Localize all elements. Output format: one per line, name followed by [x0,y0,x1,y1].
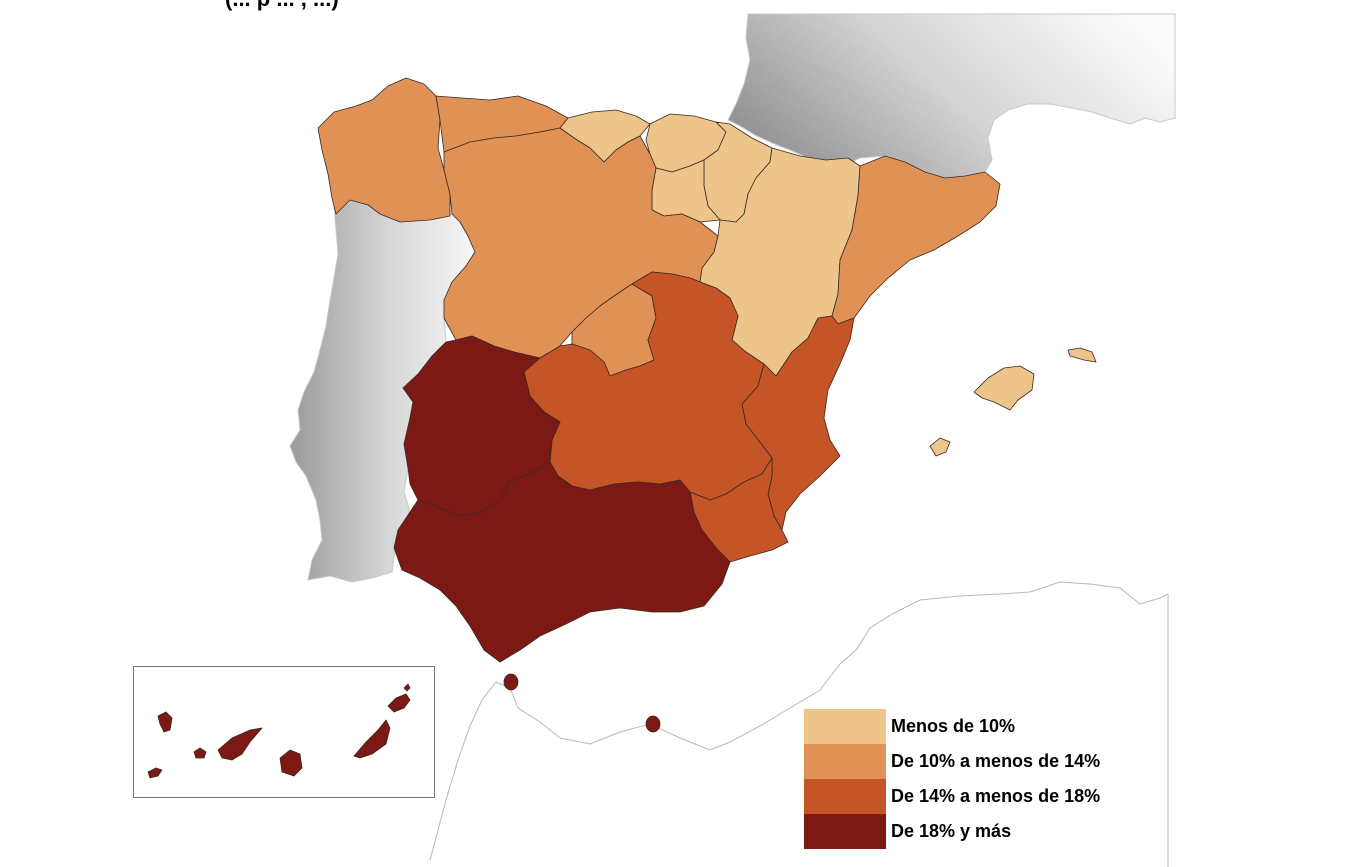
island-el-hierro[interactable] [147,767,163,779]
region-melilla[interactable] [645,715,661,733]
island-tenerife[interactable] [217,727,263,761]
legend-label-18-mas: De 18% y más [891,821,1012,841]
legend-label-menos-10: Menos de 10% [891,716,1016,736]
region-andalucia[interactable] [393,461,731,663]
legend-item: De 10% a menos de 14% [804,744,1134,779]
canarias-inset-frame [133,666,435,798]
region-illes-balears[interactable] [929,347,1097,457]
north-africa-coastline [429,581,1169,867]
region-galicia[interactable] [317,77,451,223]
legend-swatch-menos-10 [804,709,886,744]
legend-label-10-14: De 10% a menos de 14% [891,751,1101,771]
island-la-graciosa[interactable] [403,683,411,692]
legend-swatch-18-mas [804,814,886,849]
legend-item: De 14% a menos de 18% [804,779,1134,814]
legend-item: De 18% y más [804,814,1134,849]
map-legend: Menos de 10% De 10% a menos de 14% De 14… [804,709,1134,849]
island-fuerteventura[interactable] [353,719,391,759]
legend-item: Menos de 10% [804,709,1134,744]
legend-swatch-14-18 [804,779,886,814]
legend-label-14-18: De 14% a menos de 18% [891,786,1101,806]
map-title-fragment: (... p ... , ...) [225,0,339,12]
island-menorca[interactable] [1067,347,1097,363]
legend-swatch-10-14 [804,744,886,779]
region-ceuta[interactable] [503,673,519,691]
island-mallorca[interactable] [973,365,1035,411]
island-gran-canaria[interactable] [279,749,303,777]
region-cataluna[interactable] [831,155,1001,325]
france-landmass [727,13,1176,179]
region-canarias[interactable] [147,683,411,779]
island-lanzarote[interactable] [387,693,411,713]
island-ibiza[interactable] [929,437,951,457]
island-la-gomera[interactable] [193,747,207,759]
island-la-palma[interactable] [157,711,173,733]
